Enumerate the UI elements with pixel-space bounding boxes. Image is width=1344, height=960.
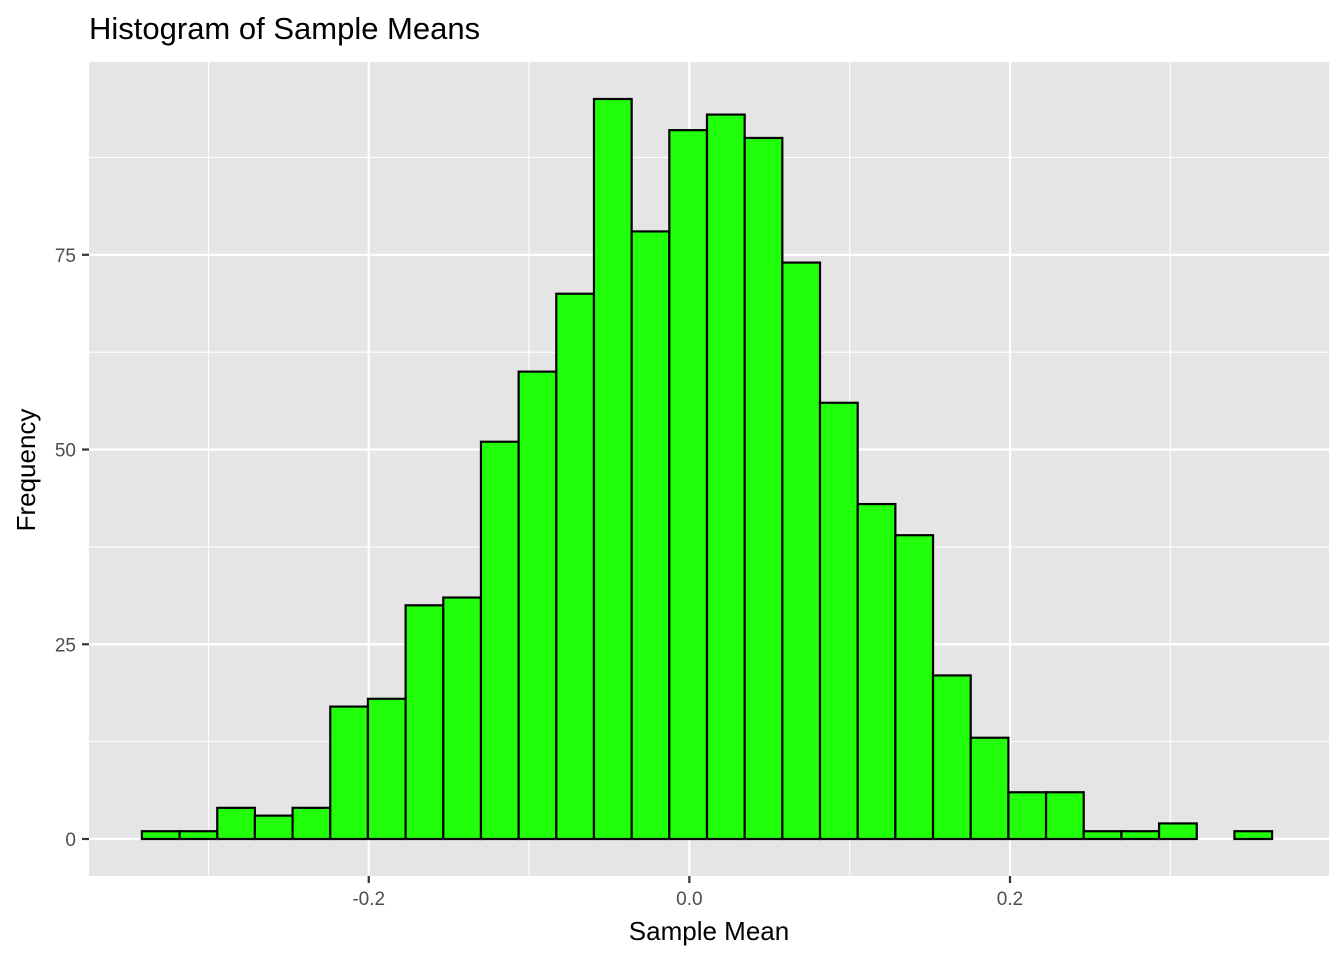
histogram-bar-13 <box>630 230 671 841</box>
histogram-bar-6 <box>366 697 407 841</box>
histogram-bar-0 <box>140 830 181 841</box>
histogram-bar-7 <box>404 604 445 841</box>
y-axis: 0 25 50 75 <box>55 246 89 851</box>
histogram-bar-23 <box>1007 791 1048 841</box>
histogram-bar-5 <box>329 705 370 841</box>
y-tick-label: 50 <box>55 441 76 462</box>
histogram-bar-17 <box>781 261 822 841</box>
histogram-bar-16 <box>743 136 784 841</box>
y-axis-title: Frequency <box>11 409 41 532</box>
x-axis: -0.2 0.0 0.2 <box>352 876 1023 910</box>
x-tick-label: 0.2 <box>997 889 1023 910</box>
histogram-bar-11 <box>555 292 596 841</box>
histogram-bar-21 <box>931 674 972 841</box>
y-tick-label: 0 <box>65 830 76 851</box>
histogram-bar-1 <box>178 830 219 841</box>
histogram-bar-9 <box>479 440 520 841</box>
histogram-bar-8 <box>442 596 483 841</box>
x-tick-label: -0.2 <box>352 889 385 910</box>
histogram-bar-19 <box>856 502 897 841</box>
y-tick-label: 25 <box>55 635 76 656</box>
histogram-bar-22 <box>969 736 1010 841</box>
histogram-bar-18 <box>818 401 859 841</box>
histogram-bar-24 <box>1044 791 1085 841</box>
y-tick-label: 75 <box>55 246 76 267</box>
histogram-bar-25 <box>1082 830 1123 841</box>
chart-title: Histogram of Sample Means <box>89 11 480 46</box>
histogram-bar-26 <box>1120 830 1161 841</box>
histogram-bar-20 <box>894 534 935 841</box>
histogram-bar-3 <box>253 814 294 841</box>
histogram-bar-14 <box>668 129 709 841</box>
histogram-bar-15 <box>705 113 746 841</box>
histogram-bar-29 <box>1233 830 1274 841</box>
x-tick-label: 0.0 <box>676 889 702 910</box>
histogram-bar-27 <box>1157 822 1198 841</box>
histogram-bar-2 <box>216 806 257 841</box>
histogram-bars <box>140 97 1274 841</box>
x-axis-title: Sample Mean <box>629 916 789 946</box>
histogram-bar-4 <box>291 806 332 841</box>
histogram-bar-12 <box>592 97 633 841</box>
histogram-bar-10 <box>517 370 558 841</box>
